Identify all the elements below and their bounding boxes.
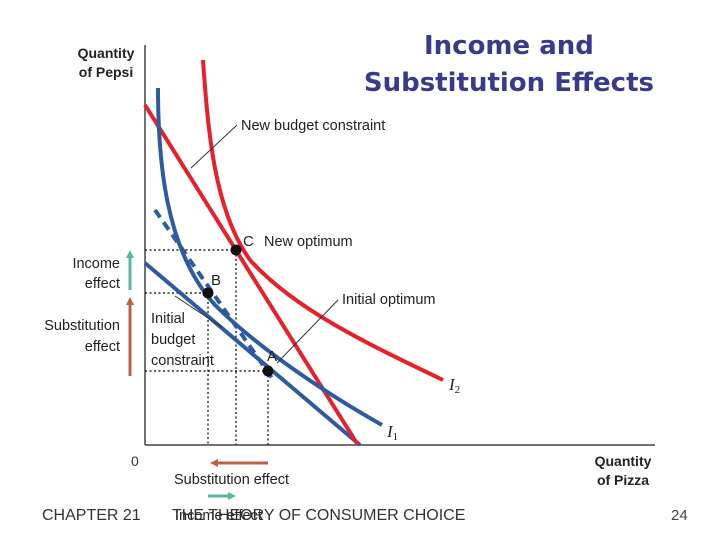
- compensated-budget-line: [153, 208, 274, 380]
- point-b-marker: [202, 287, 214, 299]
- income-effect-x-label: Income effect: [175, 508, 262, 524]
- origin-label: 0: [131, 453, 139, 469]
- indifference-curve-i1: [156, 87, 383, 427]
- new-optimum-label: New optimum: [264, 234, 353, 250]
- initial-optimum-leader-line: [276, 299, 339, 364]
- curve-i1-label: I1: [386, 422, 398, 443]
- new-budget-constraint-label: New budget constraint: [241, 118, 385, 134]
- curve-i2-label: I2: [448, 375, 460, 396]
- income-effect-y-label-line-1: Income: [72, 256, 120, 272]
- y-axis-label-line-2: of Pepsi: [79, 64, 133, 80]
- x-axis-label-line-1: Quantity: [595, 453, 652, 469]
- new-budget-leader-line: [190, 124, 238, 169]
- initial-optimum-label: Initial optimum: [342, 292, 435, 308]
- point-c-marker: [230, 244, 242, 256]
- y-axis-label-line-1: Quantity: [78, 45, 135, 61]
- x-axis-label-line-2: of Pizza: [597, 472, 649, 488]
- slide-title-line-1: Income and: [423, 31, 594, 61]
- footer-subject: THE THEORY OF CONSUMER CHOICE: [172, 507, 466, 524]
- substitution-effect-y-label-line-1: Substitution: [44, 318, 120, 334]
- point-a-marker: [262, 365, 274, 377]
- initial-budget-constraint-line: [143, 261, 362, 447]
- point-c-label: C: [243, 233, 254, 250]
- income-effect-y-label-line-2: effect: [85, 276, 120, 292]
- initial-budget-label-line-3: constraint: [151, 353, 214, 369]
- initial-budget-label-line-2: budget: [151, 332, 195, 348]
- page-number: 24: [671, 507, 688, 524]
- guide-lines: [145, 249, 269, 445]
- new-budget-constraint-line: [143, 103, 360, 447]
- initial-budget-leader-line: [174, 295, 224, 329]
- slide-title-line-2: Substitution Effects: [363, 68, 654, 98]
- substitution-effect-x-label: Substitution effect: [174, 472, 289, 488]
- indifference-curve-i2: [201, 59, 444, 382]
- point-a-label: A: [267, 348, 277, 365]
- slide-title: Income and Substitution Effects: [364, 28, 654, 102]
- point-b-label: B: [211, 272, 221, 289]
- initial-budget-label-line-1: Initial: [151, 311, 185, 327]
- substitution-effect-y-label-line-2: effect: [85, 339, 120, 355]
- footer-chapter: CHAPTER 21: [42, 507, 141, 524]
